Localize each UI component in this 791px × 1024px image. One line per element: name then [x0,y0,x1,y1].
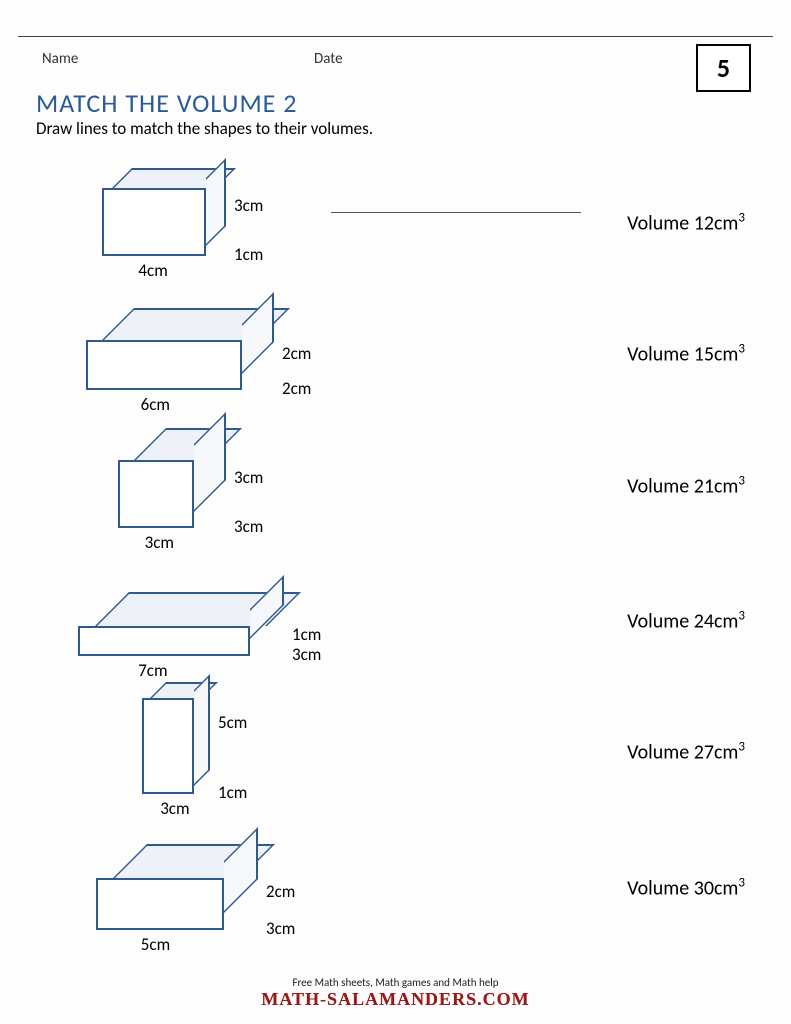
dim-width: 4cm [138,260,167,281]
shape-cell: 2cm 2cm 6cm [66,290,326,418]
dim-width: 6cm [141,394,170,415]
rectangular-prism [118,428,226,528]
dim-width: 3cm [145,532,174,553]
prism-front-face [102,188,206,256]
rectangular-prism [78,592,284,656]
prism-side-face [224,827,258,913]
prism-front-face [142,698,194,794]
grade-number: 5 [717,52,730,84]
rectangular-prism [86,308,274,390]
shape-cell: 2cm3cm5cm [66,826,326,950]
footer: Free Math sheets, Math games and Math he… [0,976,791,1010]
volume-answer: Volume 27cm3 [627,740,745,765]
rectangular-prism [142,682,210,794]
footer-tagline: Free Math sheets, Math games and Math he… [0,976,791,989]
prism-side-face [242,292,274,374]
worksheet-row: 2cm3cm5cmVolume 30cm3 [36,826,755,950]
rectangular-prism [102,168,226,256]
volume-answer: Volume 30cm3 [627,876,745,901]
worksheet-row: 3cm 3cm 3cm Volume 21cm3 [36,420,755,552]
shape-cell: 1cm3cm 7cm [66,562,326,680]
top-rule [18,36,773,37]
dim-height: 3cm [234,467,263,488]
dim-height: 2cm [266,881,295,902]
rectangular-prism [96,844,258,930]
prism-front-face [86,340,242,390]
dim-width: 7cm [138,660,167,681]
worksheet-row: 2cm 2cm 6cm Volume 15cm3 [36,290,755,418]
dim-depth: 3cm [234,516,263,537]
worksheet-row: 5cm 1cm 3cm Volume 27cm3 [36,682,755,822]
worksheet-row: 1cm3cm 7cm Volume 24cm3 [36,562,755,680]
dim-depth: 1cm [218,782,247,803]
prism-side-face [194,412,226,512]
dim-depth: 1cm [234,244,263,265]
dim-depth: 3cm [292,644,321,665]
page-title: MATCH THE VOLUME 2 [36,87,297,119]
dim-width: 5cm [141,934,170,955]
volume-answer: Volume 15cm3 [627,342,745,367]
dim-depth: 2cm [282,378,311,399]
shape-cell: 3cm 3cm 3cm [66,420,326,552]
worksheet-row: 3cm 1cm 4cm Volume 12cm3 [36,158,755,288]
prism-front-face [118,460,194,528]
dim-height: 1cm [292,624,321,645]
dim-height: 3cm [234,195,263,216]
shape-cell: 3cm 1cm 4cm [66,158,326,288]
dim-depth: 3cm [266,918,295,939]
name-label: Name [42,50,78,68]
dim-height: 5cm [218,712,247,733]
shape-cell: 5cm 1cm 3cm [66,682,326,822]
instruction-text: Draw lines to match the shapes to their … [36,118,373,139]
prism-side-face [194,674,210,786]
prism-front-face [78,626,250,656]
volume-answer: Volume 21cm3 [627,474,745,499]
match-line-example [331,212,581,213]
footer-brand: MATH-SALAMANDERS.COM [0,989,791,1010]
volume-answer: Volume 12cm3 [627,211,745,236]
dim-width: 3cm [160,798,189,819]
prism-front-face [96,878,224,930]
dim-height: 2cm [282,343,311,364]
date-label: Date [314,50,343,68]
volume-answer: Volume 24cm3 [627,609,745,634]
prism-side-face [250,575,284,639]
grade-badge: 5 [696,44,751,92]
